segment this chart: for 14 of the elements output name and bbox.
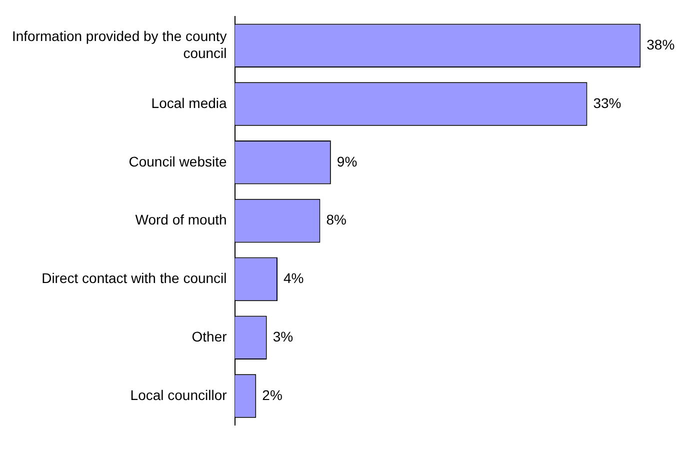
- data-label: 8%: [326, 212, 346, 228]
- data-label: 33%: [593, 94, 622, 111]
- data-label: 38%: [646, 36, 675, 52]
- y-tick-label: Direct contact with the council: [42, 270, 227, 286]
- data-label: 2%: [262, 386, 282, 403]
- y-tick-label: Information provided by the county council: [12, 28, 227, 61]
- y-tick-label: Word of mouth: [135, 212, 227, 228]
- y-tick-label: Other: [192, 328, 228, 344]
- y-tick-label: Local media: [151, 94, 227, 111]
- y-tick-label: Local councillor: [130, 386, 228, 403]
- data-label: 9%: [336, 153, 358, 170]
- y-tick-label: Council website: [128, 153, 227, 170]
- data-label: 4%: [284, 270, 304, 286]
- data-label: 3%: [272, 328, 294, 344]
